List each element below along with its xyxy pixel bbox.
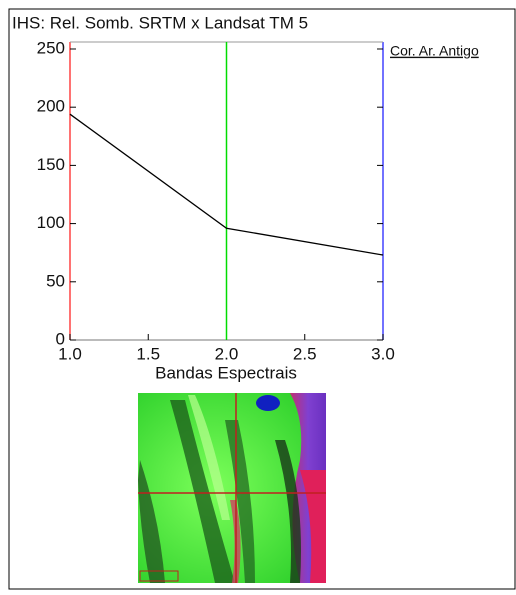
x-tick-label: 2.5 — [293, 344, 317, 363]
x-axis-label: Bandas Espectrais — [155, 363, 297, 382]
chart-title: IHS: Rel. Somb. SRTM x Landsat TM 5 — [12, 13, 308, 32]
x-tick-label: 1.0 — [58, 344, 82, 363]
legend-entry: Cor. Ar. Antigo — [390, 43, 479, 59]
x-tick-label: 1.5 — [136, 344, 160, 363]
image-thumbnail — [138, 393, 326, 583]
y-tick-label: 150 — [37, 155, 65, 174]
x-tick-label: 2.0 — [215, 344, 239, 363]
chart: IHS: Rel. Somb. SRTM x Landsat TM 5 Cor.… — [0, 0, 516, 590]
y-tick-label: 250 — [37, 38, 65, 57]
y-tick-label: 100 — [37, 213, 65, 232]
y-tick-label: 50 — [46, 271, 65, 290]
y-tick-label: 200 — [37, 97, 65, 116]
x-tick-label: 3.0 — [371, 344, 395, 363]
